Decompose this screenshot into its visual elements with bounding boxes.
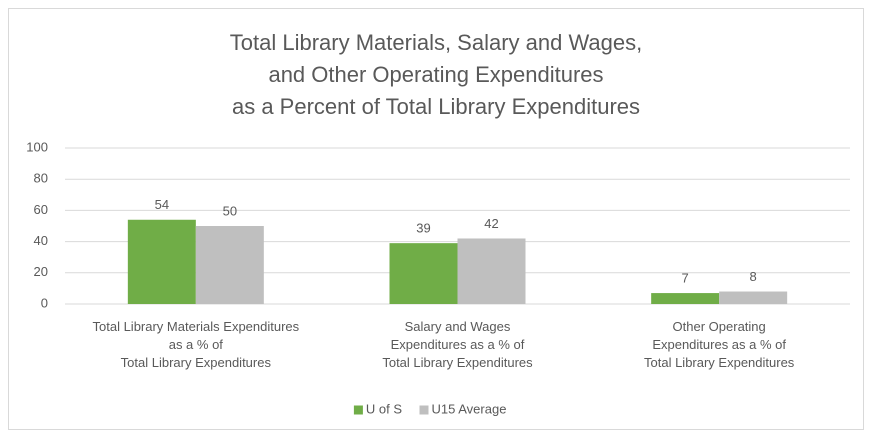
y-tick-label: 60 <box>34 202 48 217</box>
data-label: 50 <box>223 203 237 218</box>
bar <box>389 243 458 304</box>
legend-swatch <box>353 405 363 415</box>
chart-title: Total Library Materials, Salary and Wage… <box>230 30 642 119</box>
bar <box>457 238 526 304</box>
bar <box>195 226 264 304</box>
data-label: 54 <box>155 197 169 212</box>
data-label: 42 <box>484 216 498 231</box>
y-tick-label: 80 <box>34 171 48 186</box>
data-label: 39 <box>416 221 430 236</box>
x-tick-label: Total Library Materials Expenditures as a… <box>93 319 300 370</box>
bar <box>127 219 196 304</box>
x-tick-label: Other Operating Expenditures as a % of Tot… <box>644 319 795 370</box>
x-tick-label: Salary and Wages Expenditures as a % of To… <box>382 319 533 370</box>
data-label: 7 <box>682 271 689 286</box>
legend-label: U of S <box>366 401 402 416</box>
bar <box>719 291 788 304</box>
y-tick-label: 40 <box>34 233 48 248</box>
legend-label: U15 Average <box>432 401 507 416</box>
legend-swatch <box>419 405 429 415</box>
bar <box>651 293 720 304</box>
data-label: 8 <box>750 269 757 284</box>
chart-border <box>8 8 864 430</box>
y-tick-label: 100 <box>26 139 48 154</box>
y-tick-label: 0 <box>41 295 48 310</box>
y-tick-label: 20 <box>34 264 48 279</box>
